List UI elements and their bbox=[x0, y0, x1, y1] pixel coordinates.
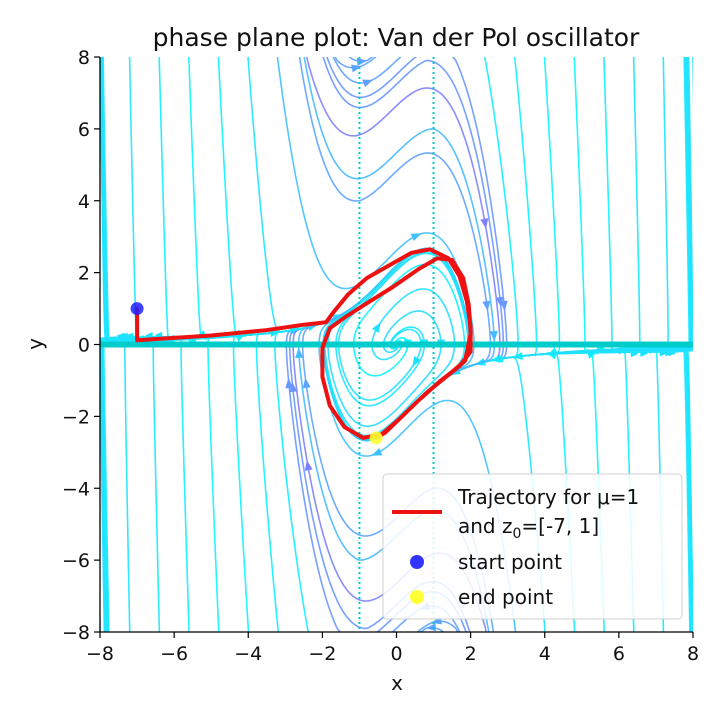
y-tick-label: −4 bbox=[62, 478, 90, 500]
x-tick-label: 4 bbox=[539, 643, 551, 665]
streamline bbox=[348, 57, 641, 442]
streamline bbox=[102, 57, 374, 343]
streamline-arrow bbox=[499, 300, 508, 311]
y-ticks: −8 −6 −4 −2 0 2 4 6 8 bbox=[62, 47, 100, 644]
x-tick-label: −8 bbox=[86, 643, 114, 665]
x-tick-label: −6 bbox=[160, 643, 188, 665]
streamline-arrow bbox=[425, 623, 437, 632]
y-tick-label: 2 bbox=[78, 263, 90, 285]
streamline-arrow bbox=[351, 64, 362, 73]
streamline bbox=[322, 57, 586, 442]
legend-end-label: end point bbox=[458, 585, 553, 609]
streamline bbox=[100, 326, 310, 632]
chart-title: phase plane plot: Van der Pol oscillator bbox=[153, 23, 640, 52]
y-tick-label: 0 bbox=[78, 335, 90, 357]
streamline-arrow bbox=[482, 300, 491, 312]
y-tick-label: −2 bbox=[62, 406, 90, 428]
streamline bbox=[100, 309, 349, 632]
streamline-arrow bbox=[668, 345, 677, 357]
x-axis-label: x bbox=[391, 671, 403, 695]
trajectory-line bbox=[135, 247, 473, 440]
y-tick-label: 6 bbox=[78, 119, 90, 141]
legend-trajectory-label-line1: Trajectory for μ=1 bbox=[457, 485, 639, 509]
y-axis-label: y bbox=[23, 338, 47, 350]
y-tick-label: −6 bbox=[62, 550, 90, 572]
y-tick-label: −8 bbox=[62, 622, 90, 644]
streamline-arrow bbox=[304, 460, 313, 471]
legend-box bbox=[382, 473, 683, 620]
legend-end-swatch bbox=[410, 590, 424, 604]
x-tick-label: 0 bbox=[390, 643, 402, 665]
streamline-arrow bbox=[289, 381, 298, 393]
streamline bbox=[483, 57, 693, 363]
trajectory-layer bbox=[135, 247, 473, 440]
streamline bbox=[332, 57, 692, 442]
x-tick-label: 2 bbox=[465, 643, 477, 665]
streamline-arrow bbox=[495, 296, 504, 308]
streamline-arrow bbox=[410, 233, 422, 242]
streamline-arrow bbox=[295, 347, 304, 358]
streamline-arrow bbox=[362, 79, 373, 88]
streamline-arrow bbox=[480, 218, 489, 229]
y-tick-label: 8 bbox=[78, 47, 90, 69]
plot-area bbox=[100, 57, 693, 632]
streamline bbox=[298, 57, 492, 442]
x-tick-label: −4 bbox=[234, 643, 262, 665]
x-ticks: −8 −6 −4 −2 0 2 4 6 8 bbox=[86, 632, 699, 665]
streamline-arrow bbox=[371, 447, 383, 456]
streamline bbox=[419, 626, 445, 632]
legend: Trajectory for μ=1 and z0=[-7, 1] start … bbox=[382, 473, 683, 620]
markers bbox=[130, 302, 383, 445]
x-tick-label: 6 bbox=[613, 643, 625, 665]
axes: −8 −6 −4 −2 0 2 4 6 8 −8 −6 −4 −2 0 2 4 6 8 bbox=[62, 47, 699, 665]
streamline bbox=[303, 57, 496, 442]
start-point-marker bbox=[130, 302, 144, 316]
streamline bbox=[100, 57, 451, 343]
streamline-arrow bbox=[302, 377, 311, 389]
end-point-marker bbox=[369, 431, 383, 445]
legend-trajectory-label-line2: and z0=[-7, 1] bbox=[458, 514, 599, 542]
x-tick-label: −2 bbox=[308, 643, 336, 665]
streamline-arrow bbox=[489, 331, 498, 342]
streamline-arrow bbox=[412, 356, 422, 367]
streamline-arrow bbox=[371, 322, 381, 333]
streamline bbox=[247, 57, 471, 434]
streamline bbox=[101, 57, 410, 343]
x-tick-label: 8 bbox=[687, 643, 699, 665]
legend-start-swatch bbox=[410, 555, 424, 569]
streamline bbox=[444, 57, 693, 380]
streamline bbox=[358, 57, 692, 442]
legend-start-label: start point bbox=[458, 550, 562, 574]
y-tick-label: 4 bbox=[78, 191, 90, 213]
streamline bbox=[100, 57, 471, 358]
